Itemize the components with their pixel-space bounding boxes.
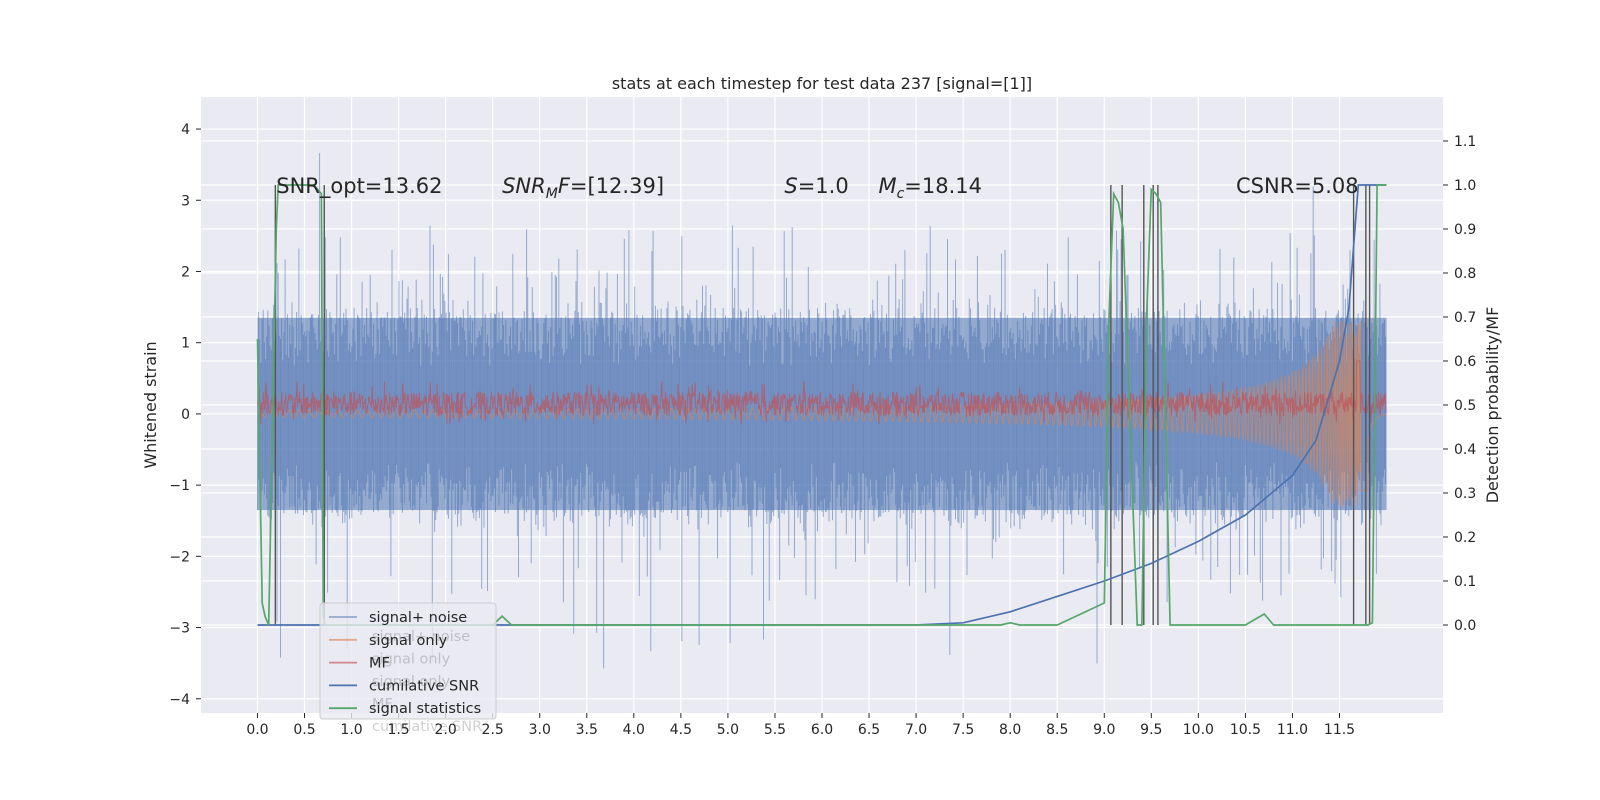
legend-ghost-label: cumilative SNR [372,719,482,735]
series-signal-statistics [256,184,1387,626]
y-axis-label: Whitened strain [141,341,160,468]
y-tick-label: 0 [181,407,190,423]
y-tick-label: −2 [169,549,190,565]
annotation-part: =1.0 [798,174,849,198]
x-tick-label: 10.5 [1230,722,1261,738]
y-tick-label: −1 [169,478,190,494]
annotation-part: SNR_opt=13.62 [276,174,442,199]
annotation-part: F [558,174,571,198]
y2-tick-label: 0.7 [1454,310,1476,326]
legend-label: signal+ noise [369,610,467,626]
x-tick-label: 11.0 [1277,722,1308,738]
y2-tick-label: 0.5 [1454,398,1476,414]
y2-tick-label: 1.1 [1454,134,1476,150]
annotation-part: SNR [502,174,546,198]
annotation-csnr: CSNR=5.08 [1236,174,1359,198]
x-tick-label: 0.0 [246,722,268,738]
x-tick-label: 6.5 [858,722,880,738]
x-tick-label: 0.5 [293,722,315,738]
x-tick-label: 3.5 [576,722,598,738]
legend-ghost-label: signal+ noise [372,629,470,645]
y-tick-label: 1 [181,336,190,352]
legend-label: signal only [369,633,448,649]
x-tick-label: 5.5 [764,722,786,738]
y-tick-label: 4 [181,122,190,138]
y2-tick-label: 0.6 [1454,354,1476,370]
x-tick-label: 2.0 [435,722,457,738]
axis-ticks: 0.0 0.5 1.0 1.5 2.0 2.5 3.0 3.5 4.0 4.5 5.0 5.5 6.0 6… [169,122,1476,738]
x-tick-label: 9.5 [1140,722,1162,738]
x-tick-label: 8.5 [1046,722,1068,738]
legend-ghost-label: signal only [372,652,451,668]
annotation-part: CSNR=5.08 [1236,174,1359,198]
series-mf [257,360,1387,425]
annotation-chirp-mass: Mc=18.14 [878,174,982,202]
annotation-part: =18.14 [904,174,982,198]
annotation-part: M [546,186,558,202]
y2-tick-label: 0.8 [1454,266,1476,282]
y-tick-label: −3 [169,621,190,637]
annotation-part: M [878,174,896,198]
x-tick-label: 1.5 [387,722,409,738]
x-tick-label: 7.5 [952,722,974,738]
y2-tick-label: 0.1 [1454,574,1476,590]
series-layer [256,153,1387,669]
legend-ghost-label: signal only [372,674,451,690]
y2-tick-label: 0.9 [1454,222,1476,238]
annotation-part: S [784,174,797,198]
annotation-snr-opt: SNR_opt=13.62 [276,174,442,199]
x-tick-label: 8.0 [999,722,1021,738]
legend-label: MF [369,656,390,672]
series-cumulative-snr [257,184,1387,626]
annotation-part: c [897,186,905,202]
mf-line [257,360,1387,425]
annotation-snr-mf: SNRMF=[12.39] [502,174,664,202]
y2-tick-label: 1.0 [1454,178,1476,194]
x-tick-label: 5.0 [717,722,739,738]
legend-label: signal statistics [369,701,481,717]
x-tick-label: 3.0 [529,722,551,738]
y-tick-label: −4 [169,692,190,708]
x-tick-label: 11.5 [1324,722,1355,738]
chart-title: stats at each timestep for test data 237… [612,74,1032,93]
annotation-s-value: S=1.0 [784,174,848,198]
y2-tick-label: 0.2 [1454,530,1476,546]
y2-tick-label: 0.4 [1454,442,1476,458]
y2-tick-label: 0.3 [1454,486,1476,502]
x-tick-label: 2.5 [482,722,504,738]
y2-axis-label: Detection probability/MF [1483,307,1502,504]
x-tick-label: 7.0 [905,722,927,738]
x-tick-label: 1.0 [340,722,362,738]
y2-tick-label: 0.0 [1454,618,1476,634]
x-tick-label: 10.0 [1183,722,1214,738]
x-tick-label: 4.5 [670,722,692,738]
legend-label: cumilative SNR [369,678,479,694]
annotation-part: =[12.39] [570,174,664,198]
x-tick-label: 9.0 [1093,722,1115,738]
y-tick-label: 3 [181,193,190,209]
x-tick-label: 4.0 [623,722,645,738]
y-tick-label: 2 [181,264,190,280]
legend-box [319,602,497,720]
x-tick-label: 6.0 [811,722,833,738]
legend-ghost-label: MF [372,697,393,713]
annotations: SNR_opt=13.62 SNRMF=[12.39] S=1.0 Mc=18.14 C… [276,174,1358,202]
